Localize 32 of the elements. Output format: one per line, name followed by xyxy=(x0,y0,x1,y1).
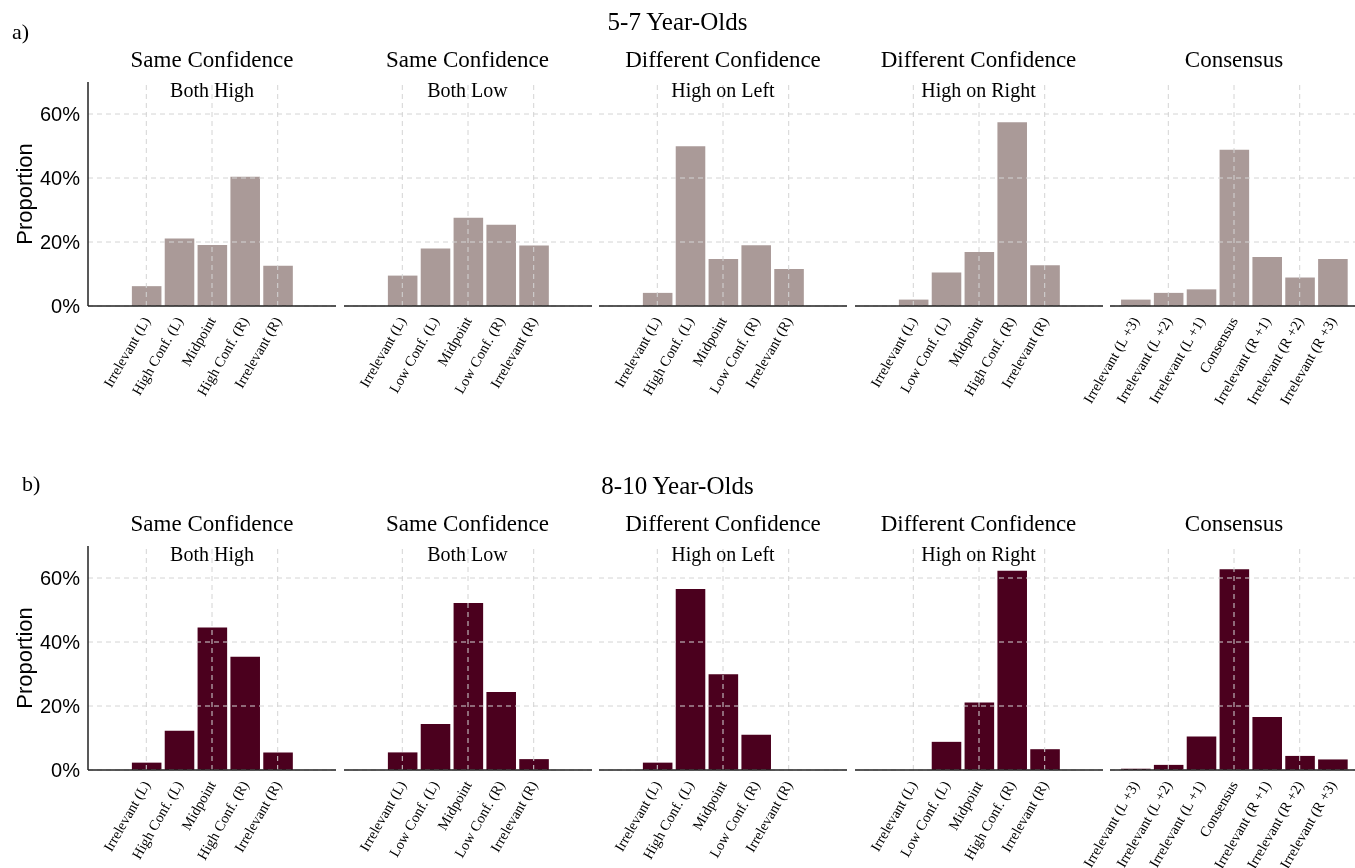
chart-subtitle: High on Right xyxy=(920,543,1037,565)
text: 8-10 Year-Olds xyxy=(601,472,754,499)
y-axis-title: Proportion xyxy=(11,607,37,709)
chart-title: Different Confidence xyxy=(624,47,822,73)
y-tick-label: 20% xyxy=(39,695,81,718)
chart-title: Different Confidence xyxy=(624,511,822,537)
y-tick-label: 60% xyxy=(39,567,81,590)
y-tick-label: 60% xyxy=(39,103,81,126)
chart-subtitle: Both High xyxy=(169,543,255,565)
y-axis-title: Proportion xyxy=(11,143,37,245)
chart-subtitle: Both Low xyxy=(426,543,509,565)
chart-title: Consensus xyxy=(1183,511,1285,537)
chart-title: Same Confidence xyxy=(129,47,295,73)
y-tick-label: 40% xyxy=(39,167,81,190)
chart-subtitle: High on Left xyxy=(670,543,776,565)
chart-title: Same Confidence xyxy=(385,47,550,73)
chart-title: Consensus xyxy=(1183,47,1285,73)
chart-subtitle: Both Low xyxy=(426,79,509,101)
chart-title: Different Confidence xyxy=(879,511,1078,537)
chart-subtitle: High on Right xyxy=(920,79,1037,101)
chart-title: Same Confidence xyxy=(385,511,550,537)
text: a) xyxy=(12,19,30,44)
y-tick-label: 40% xyxy=(39,631,81,654)
text: 5-7 Year-Olds xyxy=(607,8,748,35)
chart-subtitle: High on Left xyxy=(670,79,776,101)
chart-subtitle: Both High xyxy=(169,79,255,101)
y-tick-label: 20% xyxy=(39,231,81,254)
chart-title: Same Confidence xyxy=(129,511,295,537)
y-tick-label: 0% xyxy=(51,759,81,782)
chart-title: Different Confidence xyxy=(879,47,1078,73)
y-tick-label: 0% xyxy=(51,295,81,318)
text: b) xyxy=(22,471,41,496)
